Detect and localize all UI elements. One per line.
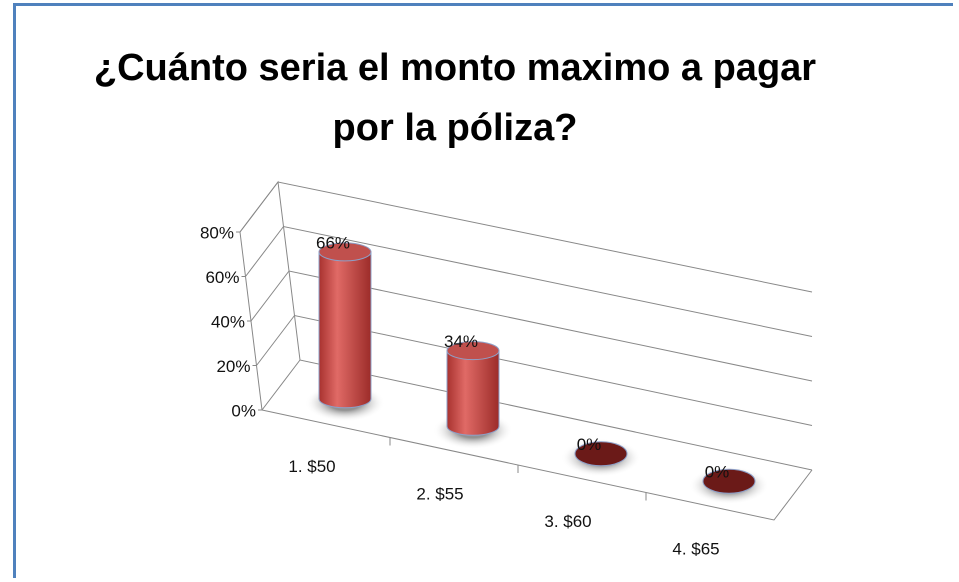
data-label: 0% bbox=[577, 435, 602, 454]
x-tick-label: 2. $55 bbox=[416, 485, 463, 504]
y-tick-label: 0% bbox=[231, 401, 256, 420]
x-tick-label: 1. $50 bbox=[288, 457, 335, 476]
bar-top bbox=[446, 341, 500, 361]
grid-line bbox=[261, 359, 813, 471]
bar bbox=[446, 341, 500, 436]
y-tick-label: 60% bbox=[205, 268, 239, 287]
grid-line bbox=[245, 225, 813, 337]
bar-top bbox=[702, 468, 756, 494]
y-tick-label: 20% bbox=[216, 357, 250, 376]
bar-body bbox=[318, 251, 372, 409]
bar-body bbox=[446, 350, 500, 436]
data-label: 34% bbox=[444, 332, 478, 351]
x-tick-label: 4. $65 bbox=[672, 540, 719, 559]
chart-title: ¿Cuánto seria el monto maximo a pagar po… bbox=[93, 47, 817, 149]
y-tick-label: 80% bbox=[200, 223, 234, 242]
data-label: 0% bbox=[705, 463, 730, 482]
grid-line bbox=[250, 270, 813, 382]
bar bbox=[574, 441, 628, 467]
chart-frame bbox=[13, 3, 953, 578]
bar-top bbox=[574, 441, 628, 467]
bar bbox=[702, 468, 756, 494]
grid-line bbox=[256, 314, 813, 426]
grid-line bbox=[239, 181, 813, 293]
x-tick-label: 3. $60 bbox=[544, 512, 591, 531]
bar bbox=[318, 242, 372, 409]
y-tick-label: 40% bbox=[211, 312, 245, 331]
floor-edge bbox=[261, 409, 813, 521]
bar-top bbox=[318, 242, 372, 262]
data-label: 66% bbox=[316, 233, 350, 252]
